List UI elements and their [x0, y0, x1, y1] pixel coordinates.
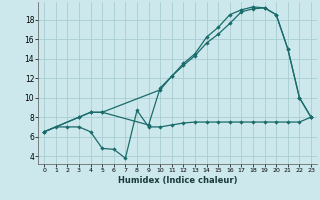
X-axis label: Humidex (Indice chaleur): Humidex (Indice chaleur) [118, 176, 237, 185]
